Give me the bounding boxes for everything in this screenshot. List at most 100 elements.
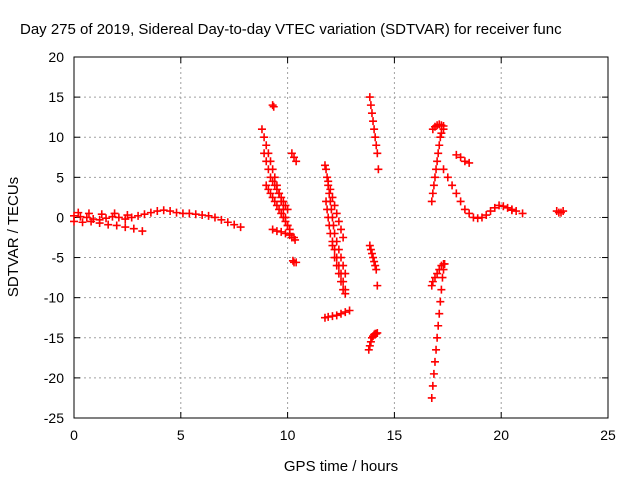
data-point — [266, 189, 275, 198]
data-point — [452, 189, 461, 198]
data-point — [84, 209, 93, 218]
data-point — [371, 261, 380, 270]
data-point — [365, 93, 374, 102]
data-point — [328, 193, 337, 202]
data-point — [322, 197, 331, 206]
data-point — [260, 149, 269, 158]
data-point — [172, 208, 181, 217]
data-point — [374, 165, 383, 174]
data-point — [262, 141, 271, 150]
data-point — [438, 273, 447, 282]
data-point — [366, 101, 375, 110]
data-point — [337, 309, 345, 318]
data-point — [370, 125, 379, 134]
data-point — [112, 221, 121, 230]
data-point — [270, 197, 279, 206]
data-point — [436, 133, 445, 142]
data-point — [372, 141, 381, 150]
data-point — [322, 165, 331, 174]
data-point — [292, 258, 301, 267]
data-point — [268, 193, 277, 202]
data-point — [323, 173, 332, 182]
data-point — [369, 117, 378, 126]
data-point — [507, 205, 516, 214]
data-point — [330, 245, 339, 254]
data-point — [434, 149, 443, 158]
data-point — [191, 210, 200, 219]
data-point — [452, 150, 461, 159]
data-point — [281, 201, 290, 210]
data-point — [323, 205, 332, 214]
data-point — [439, 165, 448, 174]
data-point — [372, 329, 381, 338]
data-point — [512, 207, 521, 216]
data-point — [429, 369, 438, 378]
data-point — [434, 321, 443, 330]
data-point — [272, 185, 281, 194]
y-tick-label: 10 — [48, 129, 64, 145]
data-point — [223, 218, 232, 227]
data-point — [279, 213, 288, 222]
data-point — [437, 285, 446, 294]
data-point — [490, 203, 499, 212]
data-point — [373, 149, 382, 158]
data-point — [465, 209, 474, 218]
data-point — [503, 203, 512, 212]
data-point — [432, 345, 441, 354]
data-point — [456, 197, 465, 206]
data-point — [268, 101, 277, 110]
data-point — [70, 217, 78, 226]
data-point — [257, 125, 266, 134]
data-point — [260, 133, 269, 142]
data-point — [277, 227, 286, 236]
data-point — [275, 189, 284, 198]
x-tick-label: 15 — [387, 427, 403, 443]
data-point — [123, 211, 132, 220]
data-point — [473, 214, 482, 223]
data-point — [435, 141, 444, 150]
data-point — [439, 259, 448, 268]
data-point — [87, 217, 96, 226]
data-point — [236, 223, 245, 232]
data-point — [230, 220, 239, 229]
data-point — [332, 209, 341, 218]
data-point — [443, 173, 452, 182]
data-point — [268, 177, 277, 186]
data-point — [364, 345, 373, 354]
y-tick-label: -25 — [44, 410, 64, 426]
data-point — [439, 121, 448, 130]
data-point — [325, 189, 334, 198]
data-point — [185, 209, 194, 218]
data-point — [499, 202, 508, 211]
x-tick-label: 25 — [600, 427, 616, 443]
x-axis-label: GPS time / hours — [284, 458, 398, 475]
data-point — [272, 201, 281, 210]
data-point — [287, 149, 296, 158]
data-point — [121, 223, 130, 232]
y-tick-label: 0 — [56, 209, 64, 225]
data-point — [97, 210, 106, 219]
data-point — [427, 393, 436, 402]
data-point — [281, 229, 290, 238]
plot-frame — [73, 56, 609, 419]
data-point — [370, 257, 379, 266]
data-point — [138, 227, 147, 236]
data-point — [460, 157, 469, 166]
data-point — [334, 261, 343, 270]
x-tick-label: 0 — [70, 427, 78, 443]
data-point — [264, 185, 273, 194]
data-point — [482, 211, 491, 220]
data-point — [204, 211, 213, 220]
data-point — [428, 189, 437, 198]
data-point — [270, 181, 279, 190]
data-point — [153, 207, 162, 216]
data-points — [70, 93, 568, 402]
data-point — [268, 225, 277, 234]
data-point — [365, 241, 374, 250]
data-point — [477, 213, 486, 222]
data-point — [328, 237, 337, 246]
data-point — [324, 312, 333, 321]
data-point — [325, 221, 334, 230]
y-axis-label: SDTVAR / TECUs — [5, 177, 22, 297]
